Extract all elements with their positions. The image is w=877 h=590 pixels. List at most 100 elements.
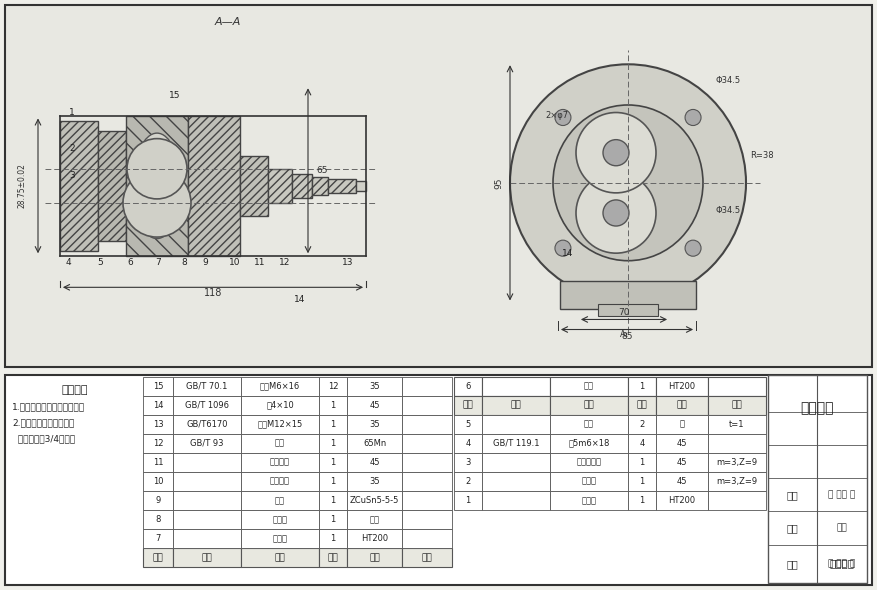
- Text: 4: 4: [466, 439, 471, 448]
- Text: 118: 118: [203, 289, 222, 299]
- Text: 材料: 材料: [369, 553, 380, 562]
- Bar: [143, 548, 173, 567]
- Circle shape: [685, 240, 701, 256]
- Text: 1: 1: [639, 477, 645, 486]
- Text: 备注: 备注: [731, 401, 742, 409]
- Text: 1: 1: [331, 419, 336, 429]
- Bar: [241, 472, 319, 491]
- Bar: [402, 529, 452, 548]
- Bar: [402, 510, 452, 529]
- Text: 6: 6: [127, 258, 133, 267]
- Text: 比例: 比例: [836, 523, 847, 532]
- Bar: [550, 434, 628, 453]
- Bar: [319, 510, 347, 529]
- Bar: [402, 376, 452, 396]
- Text: 1: 1: [639, 458, 645, 467]
- Text: 35: 35: [369, 419, 380, 429]
- Text: 45: 45: [369, 458, 380, 467]
- Bar: [454, 415, 482, 434]
- Text: 齿轮油泵: 齿轮油泵: [829, 558, 854, 568]
- Text: 12: 12: [153, 439, 163, 448]
- Text: 5: 5: [97, 258, 103, 267]
- Text: 13: 13: [342, 258, 353, 267]
- Text: 2: 2: [639, 419, 645, 429]
- Text: 35: 35: [369, 477, 380, 486]
- Bar: [628, 434, 656, 453]
- Ellipse shape: [553, 105, 703, 261]
- Bar: [60, 120, 98, 251]
- Text: 9: 9: [155, 496, 160, 505]
- Text: ZCuSn5-5-5: ZCuSn5-5-5: [350, 496, 399, 505]
- Text: 螺母M12×15: 螺母M12×15: [257, 419, 303, 429]
- Text: 垫片: 垫片: [584, 419, 594, 429]
- Text: 齿轮轴: 齿轮轴: [581, 477, 596, 486]
- Text: 名称: 名称: [583, 401, 595, 409]
- Text: 12: 12: [328, 382, 339, 391]
- Text: 代号: 代号: [510, 401, 521, 409]
- Text: 代号: 代号: [202, 553, 212, 562]
- Circle shape: [576, 173, 656, 253]
- Text: GB/T 70.1: GB/T 70.1: [186, 382, 228, 391]
- Text: 数量: 数量: [637, 401, 647, 409]
- Bar: [656, 396, 708, 415]
- Bar: [319, 529, 347, 548]
- Bar: [143, 529, 173, 548]
- Bar: [656, 415, 708, 434]
- Circle shape: [555, 240, 571, 256]
- Bar: [550, 491, 628, 510]
- Text: 8: 8: [155, 515, 160, 524]
- Text: 应占齿高的3/4以上。: 应占齿高的3/4以上。: [12, 434, 75, 443]
- Bar: [241, 510, 319, 529]
- Text: 5: 5: [466, 419, 471, 429]
- Bar: [240, 156, 268, 216]
- Bar: [402, 415, 452, 434]
- Text: A₁: A₁: [619, 329, 629, 339]
- Text: GB/T 93: GB/T 93: [190, 439, 224, 448]
- Text: 14: 14: [562, 248, 574, 258]
- Text: 1: 1: [331, 534, 336, 543]
- Bar: [143, 415, 173, 434]
- Bar: [708, 453, 766, 472]
- Bar: [347, 396, 402, 415]
- Bar: [173, 376, 241, 396]
- Text: 密封圈: 密封圈: [273, 515, 288, 524]
- Bar: [482, 396, 550, 415]
- Bar: [241, 491, 319, 510]
- Circle shape: [123, 169, 191, 237]
- Bar: [708, 434, 766, 453]
- Bar: [347, 548, 402, 567]
- Bar: [628, 396, 656, 415]
- Bar: [482, 491, 550, 510]
- Bar: [319, 376, 347, 396]
- Text: 28.75±0.02: 28.75±0.02: [18, 163, 26, 208]
- Bar: [347, 472, 402, 491]
- Text: 70: 70: [618, 308, 630, 317]
- Text: 材料: 材料: [677, 401, 688, 409]
- Text: 校核: 校核: [787, 523, 798, 533]
- Bar: [708, 396, 766, 415]
- Bar: [319, 415, 347, 434]
- Text: 1: 1: [466, 496, 471, 505]
- Text: m=3,Z=9: m=3,Z=9: [717, 477, 758, 486]
- Bar: [550, 376, 628, 396]
- Text: 序号: 序号: [463, 401, 474, 409]
- Text: 95: 95: [494, 177, 503, 189]
- Text: 10: 10: [229, 258, 241, 267]
- Circle shape: [127, 139, 187, 199]
- Text: m=3,Z=9: m=3,Z=9: [717, 458, 758, 467]
- Text: 泵体: 泵体: [584, 382, 594, 391]
- Text: 销5m6×18: 销5m6×18: [568, 439, 610, 448]
- Text: 7: 7: [155, 534, 160, 543]
- Bar: [173, 396, 241, 415]
- Bar: [143, 376, 173, 396]
- Bar: [550, 472, 628, 491]
- Bar: [347, 415, 402, 434]
- Text: 1: 1: [331, 439, 336, 448]
- Text: GB/T6170: GB/T6170: [186, 419, 228, 429]
- Text: 8: 8: [182, 258, 187, 267]
- Bar: [482, 415, 550, 434]
- Bar: [708, 472, 766, 491]
- Text: 传动齿轮轴: 传动齿轮轴: [576, 458, 602, 467]
- Text: 1: 1: [331, 515, 336, 524]
- Circle shape: [603, 140, 629, 166]
